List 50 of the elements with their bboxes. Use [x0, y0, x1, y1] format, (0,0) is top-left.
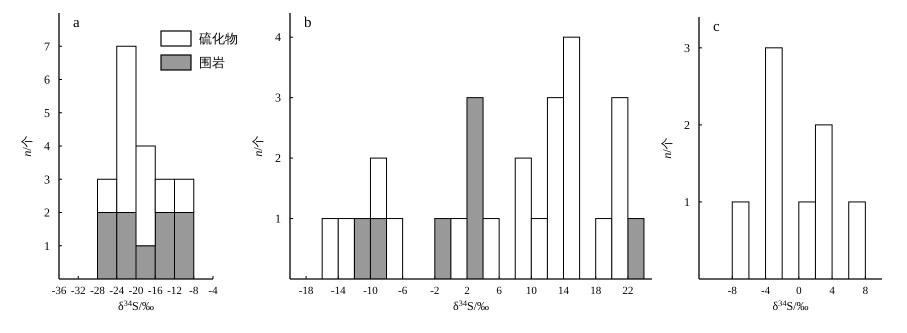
y-tick-label: 7 [44, 39, 50, 54]
x-tick-label: 8 [862, 285, 869, 297]
y-axis-title: n/个 [660, 137, 674, 159]
y-tick-label: 3 [684, 40, 690, 55]
y-tick-label: 2 [44, 206, 50, 220]
x-tick-label: -36 [52, 285, 67, 297]
chart-title: b [304, 15, 312, 31]
x-tick-label: 10 [526, 285, 538, 297]
x-tick-label: -16 [148, 285, 164, 297]
x-axis-title: δ$^{34}$S/‰ [452, 298, 490, 313]
y-tick-label: 2 [275, 151, 281, 166]
x-tick-label: -4 [208, 285, 218, 297]
y-tick-label: 3 [44, 172, 50, 186]
x-tick-label: 2 [464, 285, 470, 297]
y-tick-label: 4 [44, 139, 50, 153]
x-tick-label: 22 [622, 285, 634, 297]
x-tick-label: -24 [109, 285, 125, 297]
x-tick-label: -18 [298, 285, 314, 297]
x-tick-label: -10 [363, 285, 378, 297]
chart-title: a [73, 15, 80, 31]
y-tick-label: 3 [275, 90, 281, 105]
x-tick-label: 0 [796, 285, 802, 297]
x-tick-label: 4 [829, 285, 836, 297]
y-tick-label: 1 [275, 212, 281, 226]
x-tick-label: -14 [330, 285, 346, 297]
y-tick-label: 6 [44, 72, 50, 86]
x-tick-label: -8 [189, 285, 199, 297]
legend-label: 围岩 [199, 56, 225, 71]
x-tick-label: -12 [167, 285, 182, 297]
x-tick-label: 6 [496, 285, 502, 297]
y-axis-title: n/个 [251, 135, 265, 157]
x-tick-label: -6 [398, 285, 408, 297]
x-tick-label: 14 [558, 285, 570, 297]
chart-title: c [713, 19, 720, 35]
x-tick-label: -8 [728, 285, 738, 297]
x-tick-label: -4 [760, 285, 771, 297]
legend-label: 硫化物 [199, 32, 238, 47]
x-tick-label: -20 [128, 285, 144, 297]
x-tick-label: -28 [90, 285, 106, 297]
x-tick-label: -2 [430, 285, 440, 297]
y-tick-label: 1 [684, 194, 690, 209]
y-tick-label: 1 [44, 238, 50, 253]
x-axis-title: δ$^{34}$S/‰ [772, 298, 809, 313]
y-tick-label: 4 [275, 30, 281, 44]
x-tick-label: 18 [590, 285, 602, 297]
y-tick-label: 2 [684, 118, 690, 132]
y-axis-title: n/个 [20, 135, 34, 157]
y-tick-label: 5 [44, 106, 50, 120]
x-tick-label: -32 [70, 285, 86, 297]
x-axis-title: δ$^{34}$S/‰ [118, 298, 154, 313]
